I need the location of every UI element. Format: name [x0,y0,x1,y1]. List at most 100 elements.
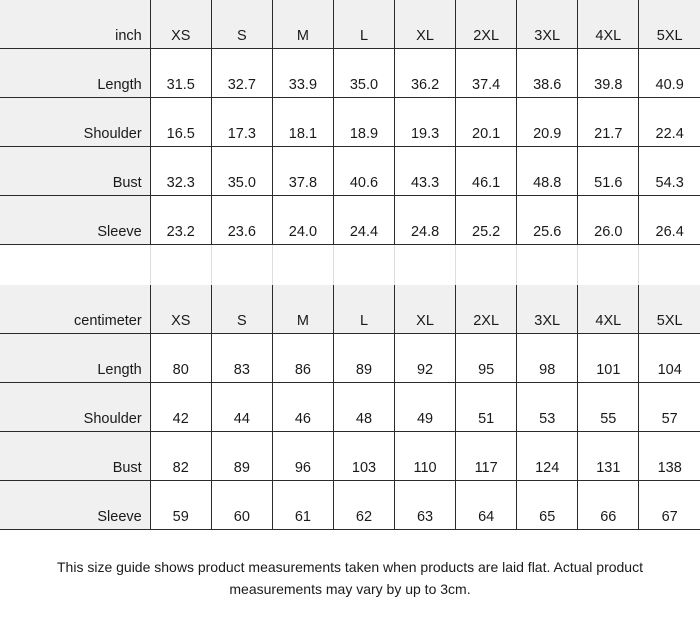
measurement-value: 65 [517,481,578,530]
size-column-header-l: L [333,0,394,49]
measurement-value: 16.5 [150,98,211,147]
measurement-value: 43.3 [395,147,456,196]
measurement-value: 18.9 [333,98,394,147]
measurement-value: 60 [211,481,272,530]
measurement-value: 89 [333,334,394,383]
measurement-label-length: Length [0,334,150,383]
measurement-value: 18.1 [272,98,333,147]
measurement-value: 54.3 [639,147,700,196]
measurement-label-bust: Bust [0,432,150,481]
measurement-value: 20.9 [517,98,578,147]
size-column-header-xs: XS [150,285,211,334]
measurement-value: 23.6 [211,196,272,245]
spacer-cell [395,245,456,286]
measurement-value: 26.4 [639,196,700,245]
measurement-value: 19.3 [395,98,456,147]
measurement-label-shoulder: Shoulder [0,98,150,147]
measurement-value: 110 [395,432,456,481]
measurement-value: 21.7 [578,98,639,147]
measurement-value: 51.6 [578,147,639,196]
measurement-value: 57 [639,383,700,432]
measurement-value: 25.2 [456,196,517,245]
measurement-value: 66 [578,481,639,530]
measurement-value: 33.9 [272,49,333,98]
measurement-value: 95 [456,334,517,383]
measurement-value: 17.3 [211,98,272,147]
measurement-value: 124 [517,432,578,481]
measurement-value: 37.4 [456,49,517,98]
spacer-cell [333,245,394,286]
measurement-value: 55 [578,383,639,432]
measurement-label-bust: Bust [0,147,150,196]
measurement-value: 117 [456,432,517,481]
measurement-value: 101 [578,334,639,383]
measurement-value: 59 [150,481,211,530]
measurement-value: 46.1 [456,147,517,196]
spacer-cell [272,245,333,286]
measurement-value: 22.4 [639,98,700,147]
size-column-header-3xl: 3XL [517,0,578,49]
measurement-value: 83 [211,334,272,383]
size-column-header-5xl: 5XL [639,285,700,334]
measurement-value: 51 [456,383,517,432]
measurement-value: 48.8 [517,147,578,196]
measurement-value: 62 [333,481,394,530]
measurement-value: 36.2 [395,49,456,98]
size-column-header-s: S [211,285,272,334]
measurement-value: 40.9 [639,49,700,98]
spacer-cell [0,245,150,286]
measurement-value: 46 [272,383,333,432]
measurement-value: 138 [639,432,700,481]
measurement-value: 23.2 [150,196,211,245]
measurement-value: 39.8 [578,49,639,98]
measurement-value: 32.3 [150,147,211,196]
size-column-header-2xl: 2XL [456,285,517,334]
measurement-value: 35.0 [333,49,394,98]
measurement-value: 98 [517,334,578,383]
size-column-header-4xl: 4XL [578,285,639,334]
unit-label-1: centimeter [0,285,150,334]
measurement-value: 64 [456,481,517,530]
measurement-value: 26.0 [578,196,639,245]
measurement-value: 37.8 [272,147,333,196]
spacer-cell [211,245,272,286]
size-column-header-m: M [272,0,333,49]
size-column-header-4xl: 4XL [578,0,639,49]
measurement-value: 24.4 [333,196,394,245]
measurement-value: 25.6 [517,196,578,245]
spacer-cell [456,245,517,286]
measurement-value: 67 [639,481,700,530]
measurement-value: 104 [639,334,700,383]
measurement-value: 49 [395,383,456,432]
spacer-cell [150,245,211,286]
size-column-header-xl: XL [395,0,456,49]
size-column-header-l: L [333,285,394,334]
measurement-value: 44 [211,383,272,432]
measurement-value: 61 [272,481,333,530]
measurement-value: 24.8 [395,196,456,245]
measurement-label-sleeve: Sleeve [0,196,150,245]
measurement-value: 80 [150,334,211,383]
size-column-header-m: M [272,285,333,334]
measurement-value: 96 [272,432,333,481]
size-column-header-xl: XL [395,285,456,334]
measurement-value: 131 [578,432,639,481]
size-guide-footnote: This size guide shows product measuremen… [0,530,700,618]
measurement-value: 40.6 [333,147,394,196]
measurement-value: 86 [272,334,333,383]
measurement-value: 82 [150,432,211,481]
measurement-value: 42 [150,383,211,432]
footnote-row: This size guide shows product measuremen… [0,530,700,618]
spacer-cell [639,245,700,286]
measurement-value: 38.6 [517,49,578,98]
